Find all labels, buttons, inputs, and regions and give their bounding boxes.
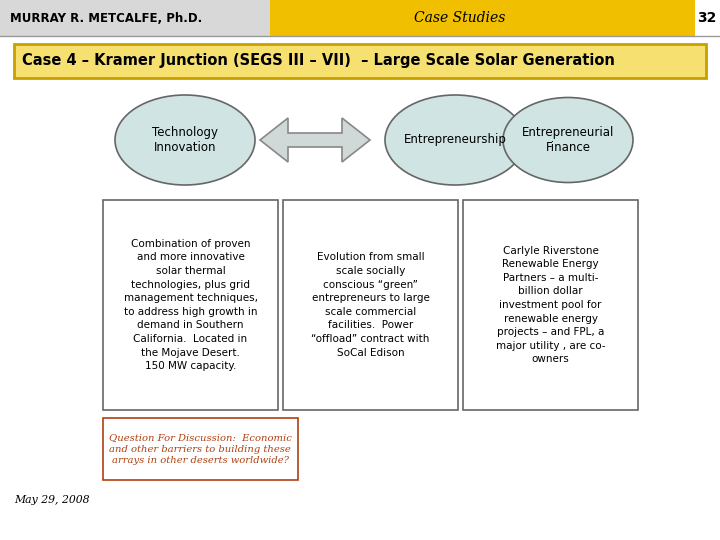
Bar xyxy=(103,200,278,410)
Text: 32: 32 xyxy=(697,11,716,25)
Ellipse shape xyxy=(385,95,525,185)
Text: May 29, 2008: May 29, 2008 xyxy=(14,495,89,505)
Text: Evolution from small
scale socially
conscious “green”
entrepreneurs to large
sca: Evolution from small scale socially cons… xyxy=(311,252,430,357)
Bar xyxy=(14,44,706,78)
Polygon shape xyxy=(260,118,370,162)
Bar xyxy=(283,200,458,410)
Text: Entrepreneurship: Entrepreneurship xyxy=(404,133,506,146)
Text: Case Studies: Case Studies xyxy=(414,11,505,25)
Text: Technology
Innovation: Technology Innovation xyxy=(152,126,218,154)
Bar xyxy=(103,418,298,480)
Text: Question For Discussion:  Economic
and other barriers to building these
arrays i: Question For Discussion: Economic and ot… xyxy=(109,433,292,465)
Text: Case 4 – Kramer Junction (SEGS III – VII)  – Large Scale Solar Generation: Case 4 – Kramer Junction (SEGS III – VII… xyxy=(22,53,615,69)
Bar xyxy=(0,0,270,36)
Text: MURRAY R. METCALFE, Ph.D.: MURRAY R. METCALFE, Ph.D. xyxy=(10,11,202,24)
Ellipse shape xyxy=(503,98,633,183)
Bar xyxy=(695,0,720,36)
Bar xyxy=(270,0,720,36)
Text: Carlyle Riverstone
Renewable Energy
Partners – a multi-
billion dollar
investmen: Carlyle Riverstone Renewable Energy Part… xyxy=(495,246,606,364)
Text: Combination of proven
and more innovative
solar thermal
technologies, plus grid
: Combination of proven and more innovativ… xyxy=(124,239,258,371)
Ellipse shape xyxy=(115,95,255,185)
Text: Entrepreneurial
Finance: Entrepreneurial Finance xyxy=(522,126,614,154)
Bar xyxy=(463,200,638,410)
